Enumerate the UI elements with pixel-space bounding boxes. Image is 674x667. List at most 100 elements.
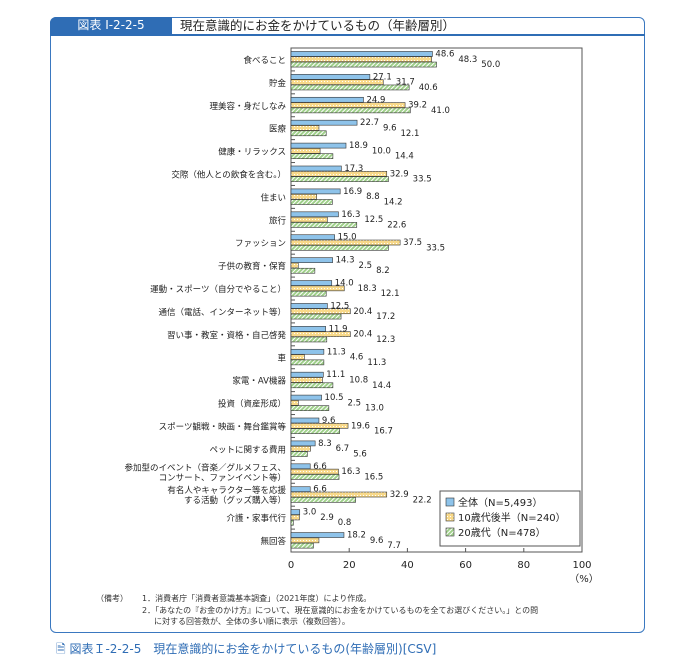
bar [290, 102, 406, 108]
bar [290, 130, 327, 137]
figure-title: 現在意識的にお金をかけているもの（年齢層別） [180, 18, 456, 33]
legend-label: 10歳代後半（N=240） [458, 511, 566, 524]
bar [290, 405, 330, 411]
data-label: 3.0 [303, 508, 317, 518]
data-label: 17.3 [344, 164, 363, 174]
bar [290, 84, 410, 91]
data-label: 20.4 [353, 330, 372, 340]
bar [290, 445, 311, 452]
category-label: ペットに関する費用 [209, 444, 286, 455]
csv-link[interactable]: 🗎 図表Ｉ-2-2-5 現在意識的にお金をかけているもの(年齢層別)[CSV] [56, 640, 436, 661]
bar [290, 125, 320, 131]
x-tick-label: 0 [288, 560, 294, 571]
bar [290, 280, 333, 286]
data-label: 39.2 [408, 101, 427, 111]
data-label: 40.6 [419, 83, 438, 93]
data-label: 4.6 [350, 353, 364, 363]
bar [290, 382, 334, 389]
category-label: コンサート、ファンイベント等） [159, 472, 286, 483]
bar [290, 440, 316, 447]
data-label: 18.3 [358, 284, 377, 294]
data-label: 32.9 [390, 169, 409, 179]
category-label: 有名人やキャラクター等を応援 [167, 485, 286, 496]
data-label: 48.6 [435, 49, 454, 59]
bar [290, 51, 433, 57]
bar [290, 262, 299, 269]
data-label: 22.2 [413, 495, 432, 505]
bar [290, 148, 321, 154]
data-label: 14.3 [336, 256, 355, 266]
bar [290, 107, 411, 114]
data-label: 6.7 [336, 444, 350, 454]
bar [290, 354, 305, 360]
data-label: 15.0 [338, 233, 357, 243]
bar [290, 422, 349, 429]
data-label: 8.3 [318, 439, 332, 449]
legend-swatch [445, 527, 455, 537]
x-tick-label: 20 [343, 560, 356, 571]
legend-label: 20歳代（N=478） [458, 527, 546, 539]
bar [290, 142, 347, 149]
data-label: 0.8 [338, 518, 352, 528]
data-label: 12.5 [364, 215, 383, 225]
category-label: 無回答 [260, 536, 286, 547]
bar [290, 542, 314, 549]
data-label: 2.5 [359, 261, 373, 271]
data-label: 18.2 [347, 531, 366, 541]
legend-swatch [445, 512, 455, 522]
bar [290, 285, 345, 292]
category-label: スポーツ観戦・映画・舞台鑑賞等 [159, 422, 287, 433]
data-label: 6.6 [313, 485, 327, 495]
bar [290, 290, 327, 297]
bar [290, 326, 326, 332]
bar [290, 509, 301, 515]
note-1: 1．消費者庁「消費者意識基本調査」（2021年度）により作成。 [142, 594, 372, 603]
bar [290, 165, 342, 172]
bar [290, 193, 317, 200]
data-label: 17.2 [376, 312, 395, 322]
bar [290, 474, 340, 480]
note-2: 2．「あなたの『お金のかけ方』について、現在意識的にお金をかけているものを全てお… [142, 606, 539, 615]
data-label: 12.5 [330, 301, 349, 311]
bar [290, 61, 437, 68]
data-label: 14.4 [395, 152, 414, 162]
bar [290, 359, 325, 366]
figure-header: 図表 I-2-2-5 現在意識的にお金をかけているもの（年齢層別） [50, 17, 645, 36]
bar [290, 188, 341, 195]
data-label: 41.0 [431, 106, 450, 116]
document-icon: 🗎 [56, 642, 70, 656]
bar [290, 491, 388, 498]
data-label: 12.3 [376, 335, 395, 345]
bar [290, 245, 389, 251]
category-label: 介護・家事代行 [226, 513, 286, 524]
bar [290, 96, 364, 103]
data-label: 13.0 [365, 404, 384, 414]
x-axis-label: （%） [569, 573, 599, 585]
data-label: 16.3 [341, 210, 360, 220]
data-label: 8.2 [376, 266, 390, 276]
legend-label: 全体（N=5,493） [458, 496, 543, 509]
data-label: 9.6 [370, 536, 384, 546]
bar [290, 308, 351, 315]
data-label: 20.4 [353, 307, 372, 317]
category-label: 医療 [269, 124, 287, 135]
category-label: 健康・リラックス [218, 147, 286, 158]
category-label: 通信（電話、インターネット等） [158, 307, 286, 318]
category-label: 貯金 [269, 78, 287, 89]
category-label: 運動・スポーツ（自分でやること） [150, 284, 286, 295]
bar [290, 171, 388, 177]
x-tick-label: 60 [459, 560, 472, 571]
data-label: 48.3 [458, 55, 477, 65]
category-label: 習い事・教室・資格・自己啓発 [167, 330, 287, 341]
bar [290, 257, 333, 263]
bar [290, 56, 432, 63]
bar [290, 119, 358, 126]
bar [290, 239, 401, 246]
data-label: 16.7 [374, 427, 393, 437]
bar [290, 331, 351, 337]
bar-chart: 食べること 48.6 48.3 50.0 貯金 27.1 31.7 40.6 理美容・身だしなみ… [124, 47, 599, 585]
data-label: 6.6 [313, 462, 327, 472]
data-label: 11.3 [327, 347, 346, 357]
category-label: 理美容・身だしなみ [209, 101, 286, 112]
csv-link-label[interactable]: 図表Ｉ-2-2-5 現在意識的にお金をかけているもの(年齢層別)[CSV] [69, 642, 437, 656]
